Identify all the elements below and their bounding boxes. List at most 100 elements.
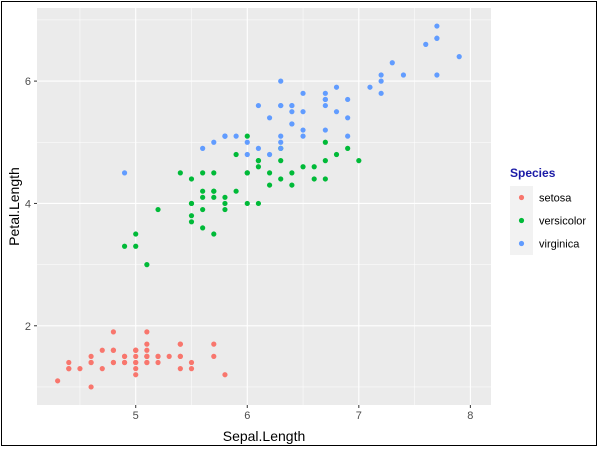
point-versicolor — [211, 231, 217, 237]
point-virginica — [378, 90, 384, 96]
point-setosa — [77, 366, 83, 372]
point-virginica — [423, 41, 429, 48]
point-virginica — [322, 96, 328, 103]
point-setosa — [110, 329, 117, 335]
point-setosa — [177, 366, 183, 372]
point-versicolor — [322, 158, 328, 164]
point-setosa — [133, 366, 139, 372]
point-setosa — [144, 353, 150, 359]
point-versicolor — [266, 170, 273, 176]
point-versicolor — [200, 225, 206, 231]
y-axis-title: Petal.Length — [6, 167, 22, 246]
plot-panel — [37, 8, 491, 405]
point-versicolor — [211, 188, 217, 194]
point-setosa — [222, 372, 228, 378]
point-virginica — [200, 145, 206, 151]
point-versicolor — [278, 158, 284, 164]
point-versicolor — [244, 200, 250, 207]
point-versicolor — [121, 243, 128, 249]
point-versicolor — [333, 151, 340, 158]
point-virginica — [400, 72, 407, 78]
point-versicolor — [322, 139, 328, 145]
point-versicolor — [255, 158, 262, 164]
point-versicolor — [200, 170, 206, 176]
point-setosa — [88, 359, 94, 366]
point-versicolor — [200, 194, 206, 200]
point-virginica — [244, 139, 250, 145]
legend: Species setosa versicolor virginica — [510, 166, 586, 255]
point-virginica — [300, 90, 306, 96]
point-versicolor — [255, 164, 262, 170]
point-virginica — [367, 84, 373, 90]
point-setosa — [66, 359, 72, 366]
point-setosa — [144, 347, 150, 353]
point-versicolor — [188, 219, 195, 225]
point-versicolor — [144, 262, 150, 268]
point-versicolor — [322, 176, 328, 182]
point-versicolor — [356, 158, 362, 164]
point-virginica — [222, 133, 228, 139]
point-setosa — [133, 353, 139, 359]
legend-marker-virginica — [518, 240, 525, 247]
point-virginica — [434, 35, 440, 41]
point-setosa — [99, 347, 105, 353]
point-versicolor — [211, 170, 217, 176]
point-setosa — [99, 366, 105, 372]
point-versicolor — [222, 200, 228, 207]
x-tick-label: 6 — [244, 410, 250, 422]
grid — [37, 8, 491, 405]
point-setosa — [110, 359, 117, 366]
y-tick-label: 2 — [25, 321, 31, 333]
point-versicolor — [188, 200, 195, 207]
point-setosa — [88, 384, 94, 390]
panel-background — [37, 8, 491, 405]
point-setosa — [188, 359, 195, 366]
point-virginica — [255, 102, 262, 109]
point-versicolor — [311, 164, 317, 170]
point-virginica — [322, 90, 328, 96]
data-points — [55, 23, 462, 390]
y-tick-label: 4 — [25, 198, 31, 210]
point-virginica — [345, 115, 351, 121]
point-setosa — [133, 359, 139, 366]
point-setosa — [211, 341, 217, 347]
point-setosa — [121, 353, 128, 359]
point-versicolor — [233, 188, 239, 194]
point-versicolor — [211, 194, 217, 200]
point-versicolor — [155, 206, 161, 213]
point-virginica — [278, 139, 284, 145]
point-virginica — [278, 78, 284, 84]
point-virginica — [278, 102, 284, 109]
point-versicolor — [266, 182, 273, 188]
point-setosa — [133, 347, 139, 353]
point-setosa — [133, 372, 139, 378]
point-virginica — [233, 133, 239, 139]
point-virginica — [322, 102, 328, 109]
x-axis-title: Sepal.Length — [223, 428, 306, 444]
point-versicolor — [244, 170, 250, 176]
point-virginica — [289, 121, 295, 127]
legend-marker-setosa — [518, 194, 525, 201]
legend-label-setosa: setosa — [539, 193, 572, 205]
legend-title: Species — [510, 166, 556, 180]
point-setosa — [88, 353, 94, 359]
point-virginica — [345, 133, 351, 139]
axes: 5 6 7 8 2 4 6 — [25, 76, 474, 422]
legend-label-virginica: virginica — [539, 239, 580, 251]
point-setosa — [144, 359, 150, 366]
point-virginica — [211, 139, 217, 145]
point-setosa — [55, 378, 61, 384]
point-virginica — [345, 96, 351, 103]
x-tick-label: 5 — [133, 410, 139, 422]
point-versicolor — [289, 170, 295, 176]
point-setosa — [66, 366, 72, 372]
point-setosa — [144, 329, 150, 335]
point-virginica — [378, 78, 384, 84]
point-versicolor — [177, 170, 183, 176]
point-setosa — [177, 341, 183, 347]
point-versicolor — [255, 200, 262, 207]
point-setosa — [177, 353, 183, 359]
point-virginica — [300, 133, 306, 139]
point-virginica — [300, 109, 306, 115]
